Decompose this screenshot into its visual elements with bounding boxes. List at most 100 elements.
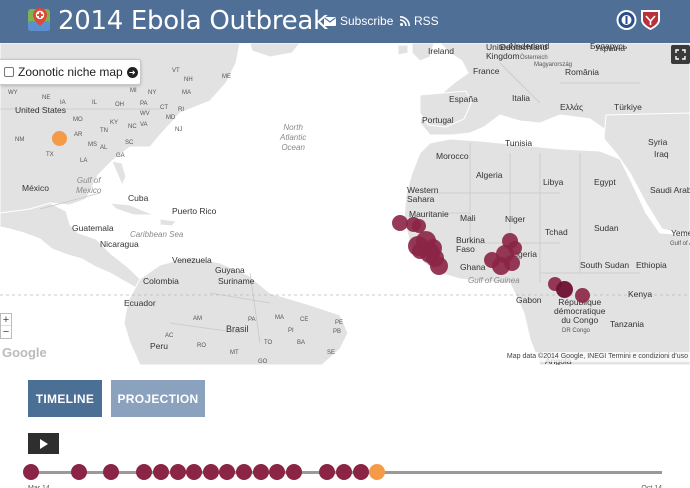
map-label-ms: MS bbox=[88, 142, 97, 148]
map-label-sudan: Sudan bbox=[594, 223, 619, 233]
page-title: 2014 Ebola Outbreak bbox=[58, 6, 328, 36]
timeline-dot[interactable] bbox=[336, 464, 352, 480]
map-label-nj: NJ bbox=[175, 127, 183, 133]
map-label-wy: WY bbox=[8, 90, 18, 96]
map-label-ct: CT bbox=[160, 105, 168, 111]
map-label-ecuador: Ecuador bbox=[124, 298, 156, 308]
map-label-nederland: Nederland bbox=[510, 43, 550, 51]
map-label-ro: RO bbox=[197, 343, 206, 349]
timeline-dot[interactable] bbox=[319, 464, 335, 480]
timeline-dot[interactable] bbox=[219, 464, 235, 480]
zoom-in-button[interactable]: + bbox=[1, 314, 11, 326]
map-label-guatemala: Guatemala bbox=[72, 223, 114, 233]
map-label-me: ME bbox=[222, 74, 231, 80]
timeline-dot[interactable] bbox=[353, 464, 369, 480]
map-label-ac: AC bbox=[165, 333, 174, 339]
timeline-dot[interactable] bbox=[186, 464, 202, 480]
map-label-al: AL bbox=[100, 145, 108, 151]
expand-icon bbox=[675, 49, 686, 60]
map-label-la: LA bbox=[80, 158, 88, 164]
map-label-tanzania: Tanzania bbox=[610, 319, 645, 329]
case-dot[interactable] bbox=[392, 215, 408, 231]
map-label-ghana: Ghana bbox=[460, 262, 486, 272]
map-label-nh: NH bbox=[184, 77, 193, 83]
timeline-start-tick: Mar 14 bbox=[28, 485, 50, 488]
timeline-dot[interactable] bbox=[136, 464, 152, 480]
timeline-dot[interactable] bbox=[236, 464, 252, 480]
map-label-ky: KY bbox=[110, 120, 119, 126]
tab-timeline[interactable]: TIMELINE bbox=[28, 380, 102, 417]
timeline-dot[interactable] bbox=[286, 464, 302, 480]
timeline-dot[interactable] bbox=[170, 464, 186, 480]
map-label-deutschland: Deutschland bbox=[500, 43, 548, 52]
map-label-vt: VT bbox=[172, 68, 180, 74]
crest-icon[interactable] bbox=[640, 9, 661, 31]
map-label-suriname: Suriname bbox=[218, 276, 255, 286]
map-label-guyana: Guyana bbox=[215, 265, 245, 275]
map-label-ukraine: Україна bbox=[595, 43, 625, 53]
play-button[interactable] bbox=[28, 433, 59, 454]
map-pin-logo[interactable] bbox=[27, 7, 53, 33]
zoonotic-niche-toggle[interactable]: Zoonotic niche map ➜ bbox=[0, 59, 141, 85]
map-label-pa: PA bbox=[140, 101, 148, 107]
map-label-yemen: Yeme bbox=[671, 228, 690, 238]
rss-link[interactable]: RSS bbox=[400, 13, 439, 29]
map-label-wv: WV bbox=[140, 111, 150, 117]
map-label-mt: MT bbox=[230, 350, 239, 356]
map-label-france: France bbox=[473, 66, 500, 76]
subscribe-label: Subscribe bbox=[340, 14, 394, 28]
timeline-dot[interactable] bbox=[203, 464, 219, 480]
map-label-ma: MA bbox=[182, 90, 191, 96]
map-label-italia: Italia bbox=[512, 93, 530, 103]
case-dot[interactable] bbox=[430, 257, 448, 275]
play-icon bbox=[39, 438, 48, 449]
map-label-gulf-of-mexico: Gulf of Mexico bbox=[76, 176, 102, 195]
case-dot[interactable] bbox=[556, 281, 573, 298]
case-dot[interactable] bbox=[412, 243, 428, 259]
map-label-ma-br: MA bbox=[275, 315, 284, 321]
imported-case-dot-dallas[interactable] bbox=[52, 131, 67, 146]
fullscreen-button[interactable] bbox=[671, 45, 690, 64]
map-label-tunisia: Tunisia bbox=[505, 138, 533, 148]
zoonotic-niche-label: Zoonotic niche map bbox=[18, 65, 123, 79]
timeline-dot[interactable] bbox=[269, 464, 285, 480]
timeline-dot[interactable] bbox=[103, 464, 119, 480]
case-dot[interactable] bbox=[412, 219, 426, 233]
google-logo[interactable]: Google bbox=[2, 345, 47, 360]
map-label-magyarorszag: Magyarország bbox=[534, 62, 573, 68]
case-dot[interactable] bbox=[575, 288, 590, 303]
case-dot[interactable] bbox=[504, 255, 520, 271]
map-label-ri: RI bbox=[178, 107, 184, 113]
tab-projection[interactable]: PROJECTION bbox=[111, 380, 205, 417]
arrow-right-circle-icon[interactable]: ➜ bbox=[126, 66, 138, 78]
seal-icon[interactable] bbox=[616, 9, 637, 31]
timeline-slider[interactable]: Mar 14 Oct 14 bbox=[23, 462, 662, 488]
case-dot[interactable] bbox=[508, 241, 522, 255]
map-label-ellas: Ελλάς bbox=[560, 102, 584, 112]
map-label-ba: BA bbox=[297, 340, 306, 346]
map-label-am: AM bbox=[193, 316, 202, 322]
map-label-ny: NY bbox=[148, 90, 157, 96]
timeline-dot[interactable] bbox=[71, 464, 87, 480]
envelope-icon bbox=[324, 16, 336, 26]
map-label-tx: TX bbox=[46, 152, 54, 158]
map-label-belarus: Беларусь bbox=[590, 43, 628, 51]
map-label-ethiopia: Ethiopia bbox=[636, 260, 667, 270]
timeline-current-dot[interactable] bbox=[369, 464, 385, 480]
map-label-brasil: Brasil bbox=[226, 324, 249, 334]
map-label-burkina-faso: Burkina Faso bbox=[456, 235, 485, 254]
timeline-dot[interactable] bbox=[253, 464, 269, 480]
timeline-dot[interactable] bbox=[153, 464, 169, 480]
map-label-sc: SC bbox=[125, 140, 134, 146]
zoonotic-niche-checkbox[interactable] bbox=[4, 67, 14, 77]
outbreak-map[interactable]: WY SD MN MI VT ME NH NY MA CT RI PA NJ M… bbox=[0, 43, 690, 365]
subscribe-link[interactable]: Subscribe bbox=[324, 13, 393, 29]
case-dot[interactable] bbox=[424, 239, 442, 257]
map-label-tchad: Tchad bbox=[545, 227, 568, 237]
map-label-osterreich: Österreich bbox=[520, 55, 548, 61]
timeline-dot[interactable] bbox=[23, 464, 39, 480]
map-attribution[interactable]: Map data ©2014 Google, INEGI Termini e c… bbox=[504, 352, 690, 362]
map-label-western-sahara: Western Sahara bbox=[407, 185, 439, 204]
zoom-out-button[interactable]: − bbox=[2, 326, 10, 338]
